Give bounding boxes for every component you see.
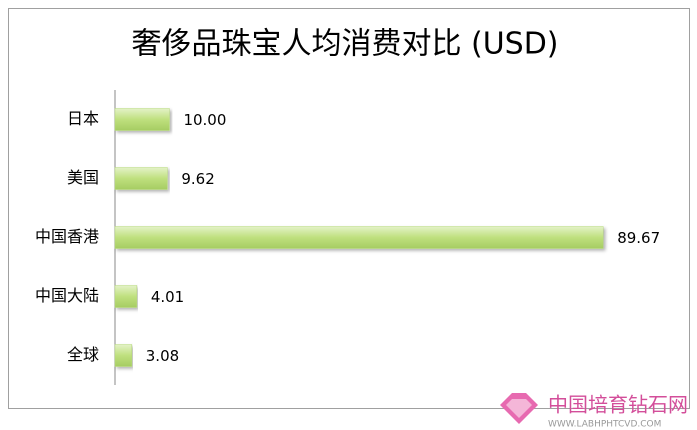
value-label: 10.00 — [183, 111, 226, 129]
bar — [114, 344, 133, 367]
watermark-url: WWW.LABHPHTCVD.COM — [548, 420, 661, 430]
bar — [114, 285, 138, 308]
value-label: 89.67 — [617, 229, 660, 247]
chart-title: 奢侈品珠宝人均消费对比 (USD) — [131, 27, 558, 62]
value-label: 3.08 — [146, 347, 179, 365]
y-tick-label: 全球 — [67, 345, 99, 364]
y-tick-label: 美国 — [67, 168, 99, 187]
y-tick-label: 中国香港 — [35, 227, 99, 246]
bar — [114, 167, 168, 190]
watermark-title: 中国培育钻石网 — [548, 393, 688, 417]
watermark-logo-inner — [506, 399, 532, 418]
value-label: 4.01 — [151, 288, 184, 306]
value-label: 9.62 — [181, 170, 214, 188]
y-tick-label: 中国大陆 — [35, 286, 99, 305]
bar — [114, 108, 170, 131]
y-tick-label: 日本 — [67, 109, 99, 128]
watermark: 中国培育钻石网 WWW.LABHPHTCVD.COM — [500, 393, 688, 430]
bar — [114, 226, 604, 249]
chart-frame — [8, 8, 690, 409]
